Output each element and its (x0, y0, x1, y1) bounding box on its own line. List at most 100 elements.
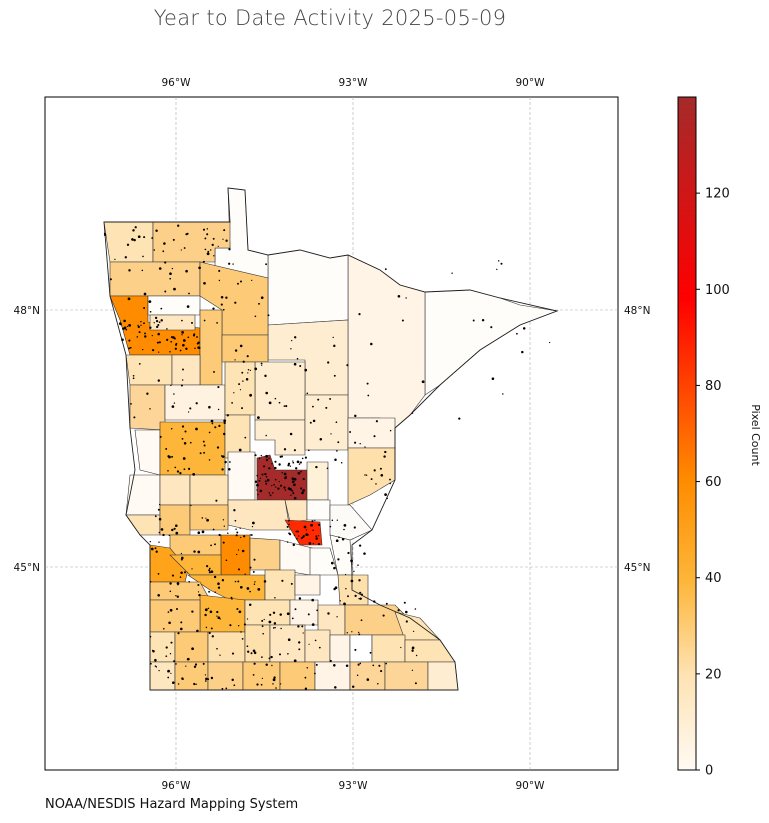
fire-detection-point (149, 635, 152, 638)
fire-detection-point (158, 669, 160, 672)
fire-detection-point (189, 441, 192, 444)
fire-detection-point (168, 621, 171, 625)
fire-detection-point (225, 559, 228, 562)
lat-tick-left-45: 45°N (14, 562, 40, 574)
fire-detection-point (311, 520, 314, 523)
fire-detection-point (222, 238, 224, 240)
fire-detection-point (522, 327, 526, 330)
fire-detection-point (189, 407, 192, 410)
fire-detection-point (132, 229, 135, 232)
fire-detection-point (238, 383, 241, 386)
colorbar-tick-label: 120 (705, 187, 730, 202)
fire-detection-point (298, 461, 300, 463)
fire-detection-point (231, 652, 235, 655)
fire-detection-point (211, 635, 214, 638)
fire-detection-point (288, 523, 290, 526)
fire-detection-point (156, 325, 159, 329)
fire-detection-point (250, 652, 253, 655)
fire-detection-point (155, 319, 159, 323)
county-pine (347, 447, 396, 506)
fire-detection-point (286, 525, 289, 528)
fire-detection-point (336, 616, 338, 618)
fire-detection-point (366, 382, 369, 385)
fire-detection-point (275, 687, 277, 689)
fire-detection-point (332, 336, 334, 339)
fire-detection-point (308, 542, 312, 545)
fire-detection-point (184, 430, 187, 433)
fire-detection-point (136, 336, 139, 338)
fire-detection-point (272, 683, 274, 685)
fire-detection-point (366, 678, 370, 681)
fire-detection-point (411, 669, 414, 671)
fire-detection-point (300, 487, 303, 490)
county-marshall (109, 261, 201, 297)
fire-detection-point (207, 678, 210, 681)
fire-detection-point (127, 297, 131, 301)
fire-detection-point (253, 651, 257, 655)
county-nobles (207, 661, 244, 691)
fire-detection-point (254, 480, 258, 483)
fire-detection-point (265, 263, 268, 266)
fire-detection-point (151, 334, 153, 337)
fire-detection-point (223, 421, 226, 425)
fire-detection-point (140, 320, 142, 323)
fire-detection-point (249, 369, 252, 372)
fire-detection-point (223, 419, 227, 423)
fire-detection-point (228, 468, 231, 471)
fire-detection-point (181, 437, 184, 440)
fire-detection-point (120, 324, 122, 326)
fire-detection-point (171, 528, 174, 532)
fire-detection-point (191, 610, 194, 613)
fire-detection-point (472, 319, 475, 322)
fire-detection-point (166, 338, 169, 342)
fire-detection-point (278, 653, 282, 656)
fire-detection-point (177, 632, 180, 635)
fire-detection-point (235, 534, 238, 537)
county-le-sueur (304, 629, 331, 663)
fire-detection-point (169, 350, 171, 353)
fire-detection-point (287, 487, 291, 490)
fire-detection-point (149, 310, 152, 313)
fire-detection-point (208, 431, 211, 434)
fire-detection-point (333, 566, 336, 570)
fire-detection-point (164, 261, 167, 264)
fire-detection-point (180, 552, 183, 555)
fire-detection-point (241, 407, 243, 410)
fire-detection-point (250, 534, 253, 536)
fire-detection-point (304, 456, 307, 459)
fire-detection-point (339, 600, 341, 602)
fire-detection-point (238, 448, 242, 452)
fire-detection-point (196, 629, 199, 633)
county-becker (164, 384, 226, 421)
fire-detection-point (181, 319, 183, 322)
fire-detection-point (384, 268, 387, 271)
fire-detection-point (237, 549, 240, 551)
fire-detection-point (173, 402, 176, 404)
lon-tick-top-90: 90°W (516, 77, 546, 89)
fire-detection-point (401, 319, 404, 322)
fire-detection-point (247, 372, 249, 374)
fire-detection-point (317, 398, 320, 401)
fire-detection-point (291, 617, 294, 620)
fire-detection-point (283, 405, 286, 407)
fire-detection-point (358, 598, 360, 600)
county-red-lake (147, 295, 201, 316)
fire-detection-point (319, 437, 323, 441)
colorbar-label: Pixel Count (749, 404, 762, 466)
fire-detection-point (217, 386, 220, 389)
fire-detection-point (162, 627, 165, 630)
fire-detection-point (263, 618, 265, 621)
fire-detection-point (123, 326, 127, 330)
fire-detection-point (331, 519, 334, 522)
fire-detection-point (279, 484, 283, 487)
county-cass (254, 361, 306, 421)
fire-detection-point (302, 478, 305, 481)
fire-detection-point (217, 586, 221, 589)
fire-detection-point (199, 452, 202, 455)
fire-detection-point (293, 534, 296, 536)
county-chisago (329, 504, 373, 541)
fire-detection-point (304, 687, 308, 690)
fire-detection-point (163, 242, 166, 245)
fire-detection-point (154, 316, 158, 320)
